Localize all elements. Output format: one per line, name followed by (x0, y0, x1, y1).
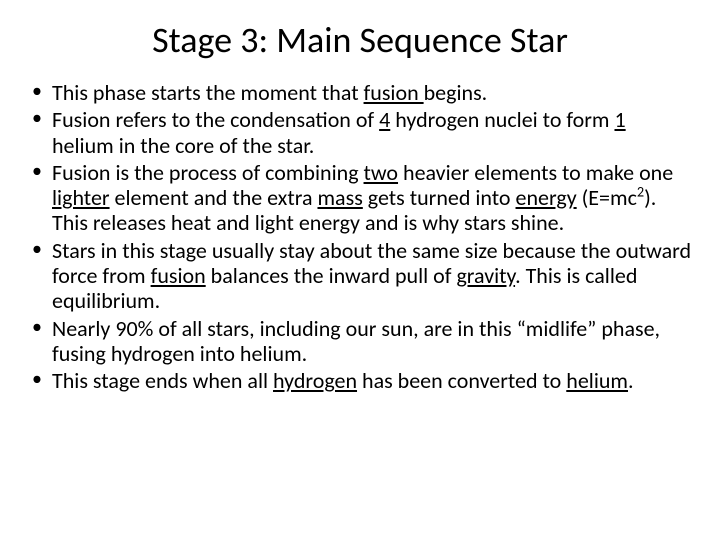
bullet-item: Fusion refers to the condensation of 4 h… (28, 107, 692, 158)
bullet-item: Fusion is the process of combining two h… (28, 160, 692, 236)
bullet-item: This stage ends when all hydrogen has be… (28, 368, 692, 393)
slide: Stage 3: Main Sequence Star This phase s… (0, 0, 720, 540)
bullet-list: This phase starts the moment that fusion… (28, 80, 692, 394)
bullet-item: This phase starts the moment that fusion… (28, 80, 692, 105)
bullet-item: Stars in this stage usually stay about t… (28, 238, 692, 314)
slide-title: Stage 3: Main Sequence Star (28, 18, 692, 62)
bullet-item: Nearly 90% of all stars, including our s… (28, 316, 692, 367)
